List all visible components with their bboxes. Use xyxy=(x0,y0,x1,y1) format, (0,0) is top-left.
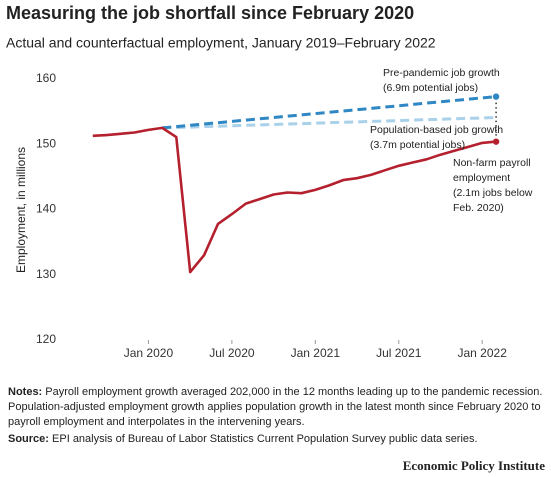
y-tick-label: 160 xyxy=(36,71,56,85)
annotation: (3.7m potential jobs) xyxy=(370,139,465,151)
chart: Measuring the job shortfall since Februa… xyxy=(6,3,533,360)
annotation: Population-based job growth xyxy=(370,124,503,136)
logo: Economic Policy Institute xyxy=(402,458,545,473)
annotation: (2.1m jobs below xyxy=(453,187,533,199)
annotation: Non-farm payroll xyxy=(453,157,531,169)
annotation: Feb. 2020) xyxy=(453,202,504,214)
chart-title: Measuring the job shortfall since Februa… xyxy=(6,3,414,23)
y-tick-label: 140 xyxy=(36,202,56,216)
notes-label: Notes: xyxy=(8,386,43,398)
notes-body: Payroll employment growth averaged 202,0… xyxy=(8,386,543,428)
series-line xyxy=(92,126,497,274)
x-tick-label: Jan 2022 xyxy=(457,346,507,360)
y-tick-label: 120 xyxy=(36,332,56,346)
annotation: Pre-pandemic job growth xyxy=(383,67,500,79)
y-axis-label: Employment, in millions xyxy=(14,147,28,273)
end-point xyxy=(492,93,500,100)
source-text: Source: EPI analysis of Bureau of Labor … xyxy=(8,432,544,447)
y-tick-label: 130 xyxy=(36,267,56,281)
source-label: Source: xyxy=(8,433,49,445)
x-tick-label: Jan 2020 xyxy=(124,346,174,360)
x-tick-label: Jan 2021 xyxy=(291,346,341,360)
y-tick-label: 150 xyxy=(36,136,56,150)
source-body: EPI analysis of Bureau of Labor Statisti… xyxy=(52,433,478,445)
notes: Notes: Payroll employment growth average… xyxy=(8,385,544,449)
notes-text: Notes: Payroll employment growth average… xyxy=(8,385,544,430)
annotation: employment xyxy=(453,172,510,184)
x-tick-label: Jul 2020 xyxy=(209,346,255,360)
x-tick-label: Jul 2021 xyxy=(376,346,422,360)
annotation: (6.9m potential jobs) xyxy=(383,82,478,94)
end-point xyxy=(492,138,500,145)
chart-subtitle: Actual and counterfactual employment, Ja… xyxy=(6,35,436,51)
